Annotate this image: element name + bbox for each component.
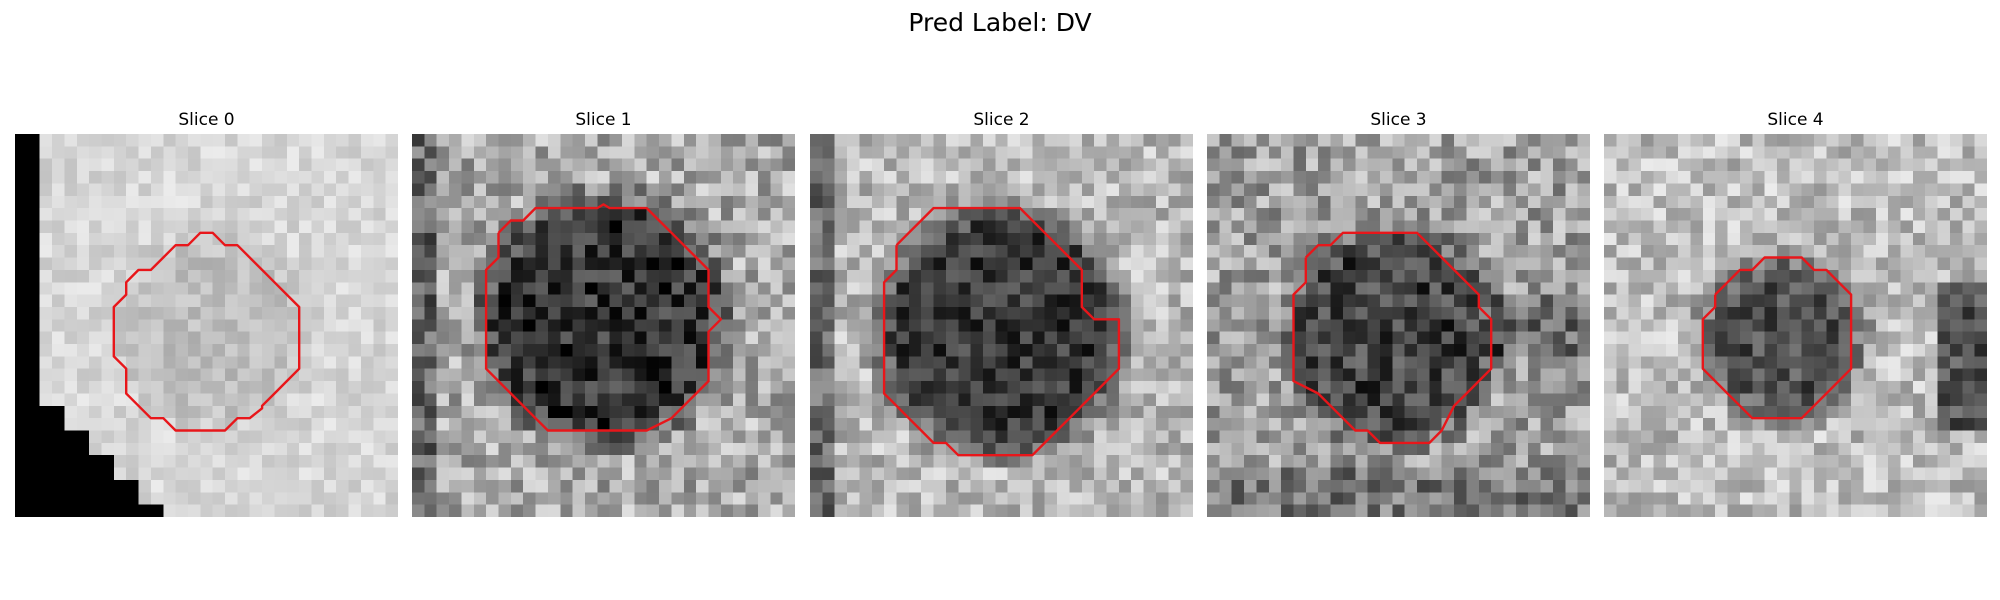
slice-image [412,134,795,517]
pixel-grid [15,134,398,517]
pixel-grid [810,134,1193,517]
slice-image [15,134,398,517]
slice-image [1604,134,1987,517]
segmentation-contour [112,231,301,432]
slice-panel: Slice 1 [412,108,795,517]
slice-panel: Slice 0 [15,108,398,517]
slice-image [810,134,1193,517]
slice-title: Slice 2 [973,110,1030,130]
slice-panel: Slice 4 [1604,108,1987,517]
pixel-grid [1207,134,1590,517]
figure-title: Pred Label: DV [908,8,1092,37]
segmentation-contour [1701,256,1853,420]
slice-image [1207,134,1590,517]
slice-panel: Slice 3 [1207,108,1590,517]
segmentation-contour [1292,231,1493,445]
slice-panel: Slice 2 [810,108,1193,517]
segmentation-contour [882,206,1121,457]
slice-title: Slice 3 [1370,110,1427,130]
slice-title: Slice 1 [575,110,632,130]
segmentation-contour [484,203,723,432]
slice-title: Slice 0 [178,110,235,130]
slice-title: Slice 4 [1767,110,1824,130]
pixel-grid [1604,134,1987,517]
pixel-grid [412,134,795,517]
